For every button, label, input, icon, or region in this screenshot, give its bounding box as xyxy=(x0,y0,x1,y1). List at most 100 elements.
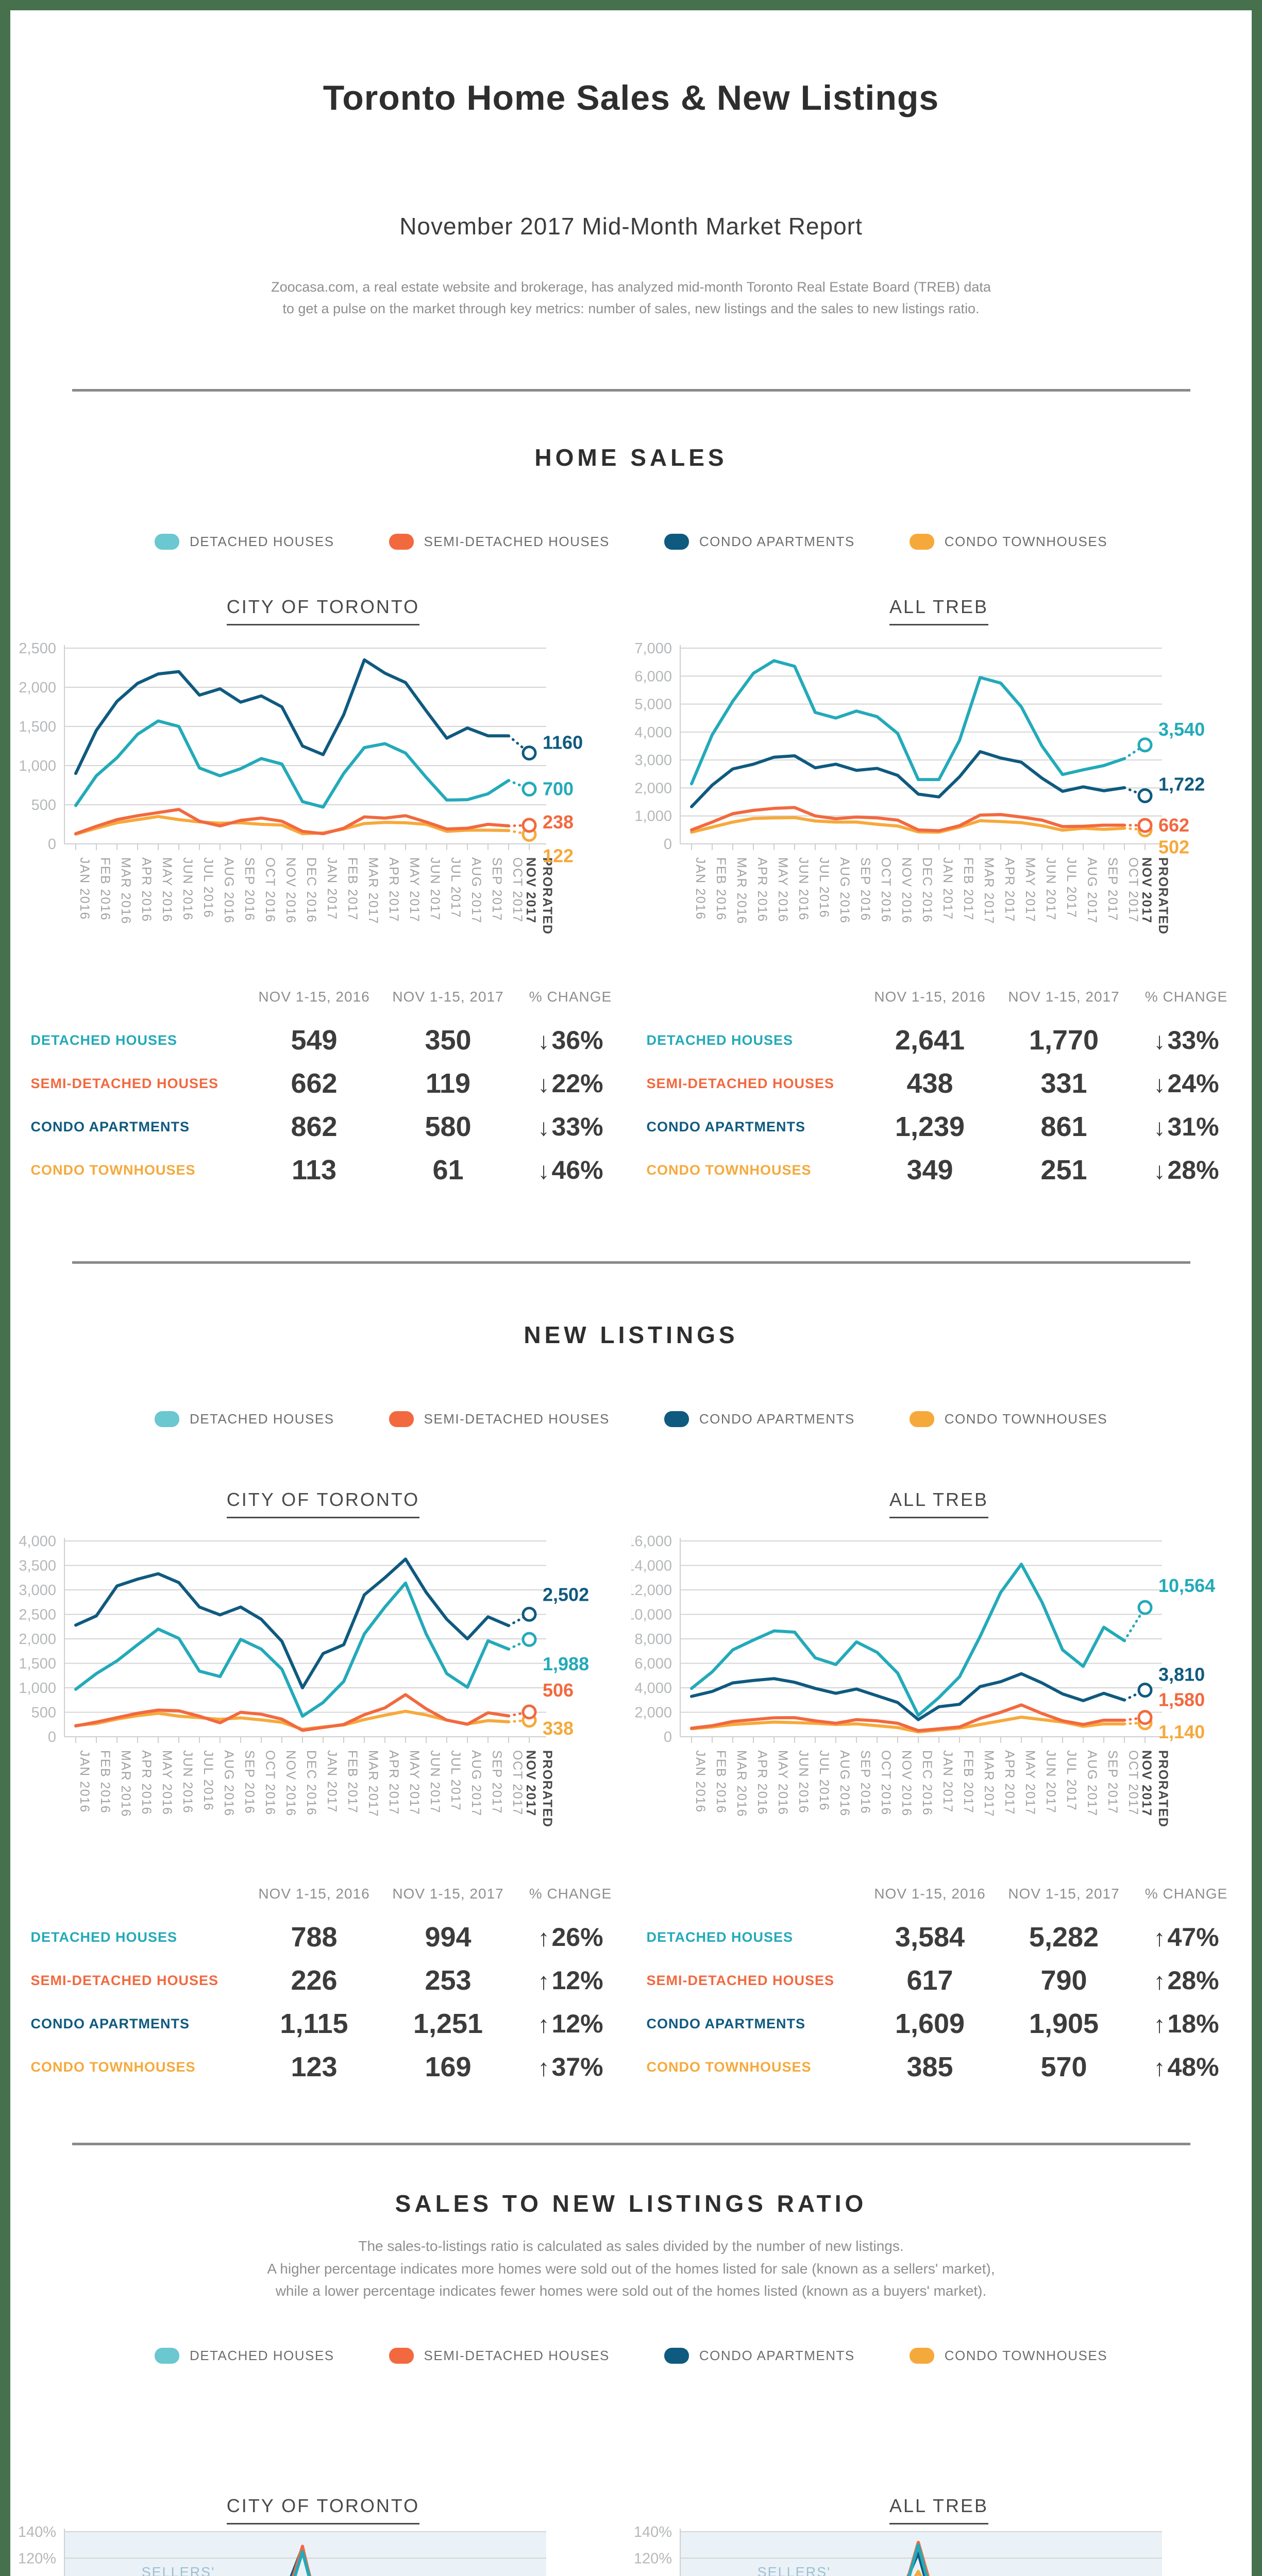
svg-text:2,000: 2,000 xyxy=(19,1631,56,1648)
svg-text:4,000: 4,000 xyxy=(634,724,672,741)
series-line-condo_town xyxy=(74,815,510,836)
svg-text:1,000: 1,000 xyxy=(19,1680,56,1697)
new-listings-city-panel: CITY OF TORONTO 0 500 1,000 1,500 2,000 2,500… xyxy=(15,1489,631,1866)
arrow-up-icon: ↑ xyxy=(1153,2054,1166,2081)
series-legend: DETACHED HOUSES SEMI-DETACHED HOUSES CONDO… xyxy=(10,534,1252,550)
chart-svg: 0 500 1,000 1,500 2,000 2,500 JAN 2016 FEB 2016… xyxy=(19,641,583,935)
series-line-detached xyxy=(689,659,1126,786)
section-ratio: SALES TO NEW LISTINGS RATIO The sales-to… xyxy=(10,2192,1252,2576)
svg-text:2,500: 2,500 xyxy=(19,641,56,657)
legend-item: CONDO TOWNHOUSES xyxy=(909,1411,1107,1428)
svg-text:SEP 2017: SEP 2017 xyxy=(490,1750,504,1814)
intro-line-2: to get a pulse on the market through key… xyxy=(282,300,980,316)
svg-text:1,000: 1,000 xyxy=(634,808,672,825)
legend-item: DETACHED HOUSES xyxy=(154,1411,334,1428)
series-end-label-condo_town: 1,140 xyxy=(1158,1721,1205,1742)
svg-text:JUL 2017: JUL 2017 xyxy=(1064,857,1079,918)
svg-text:APR 2017: APR 2017 xyxy=(386,857,401,922)
svg-text:PRORATED: PRORATED xyxy=(540,1750,554,1827)
row-label: SEMI-DETACHED HOUSES xyxy=(646,1972,835,1988)
table-header: NOV 1-15, 2016 NOV 1-15, 2017 % CHANGE xyxy=(31,1886,631,1902)
series-line-detached xyxy=(689,1563,1126,1717)
series-end-label-detached: 10,564 xyxy=(1158,1575,1215,1597)
svg-text:APR 2017: APR 2017 xyxy=(1002,857,1017,922)
svg-text:NOV 2016: NOV 2016 xyxy=(283,1750,298,1817)
svg-text:JUL 2016: JUL 2016 xyxy=(817,1750,831,1811)
svg-text:120%: 120% xyxy=(633,2550,671,2567)
svg-text:SEP 2016: SEP 2016 xyxy=(242,1750,257,1814)
svg-text:SEP 2016: SEP 2016 xyxy=(242,857,257,921)
value-2017: 1,251 xyxy=(413,2008,483,2040)
table-header-cell: % CHANGE xyxy=(529,1886,612,1902)
value-2017: 350 xyxy=(425,1025,472,1056)
svg-text:FEB 2017: FEB 2017 xyxy=(345,1750,360,1814)
svg-text:JAN 2017: JAN 2017 xyxy=(325,857,339,920)
svg-text:SEP 2016: SEP 2016 xyxy=(858,857,872,921)
new-listings-city-heading: CITY OF TORONTO xyxy=(15,1489,631,1519)
home-sales-treb-panel: ALL TREB 0 1,000 2,000 3,000 4,000 5,000 6,000… xyxy=(631,596,1247,973)
home-sales-city-panel: CITY OF TORONTO 0 500 1,000 1,500 2,000 2,500… xyxy=(15,596,631,973)
svg-text:PRORATED: PRORATED xyxy=(1156,857,1170,935)
svg-text:JAN 2016: JAN 2016 xyxy=(77,1750,92,1813)
series-end-label-condo_apt: 2,502 xyxy=(543,1584,589,1605)
home-sales-tables-row: NOV 1-15, 2016 NOV 1-15, 2017 % CHANGE DETA… xyxy=(15,989,1247,1192)
legend-label: CONDO APARTMENTS xyxy=(699,1411,855,1427)
svg-text:JUN 2016: JUN 2016 xyxy=(180,857,195,921)
svg-text:NOV 2016: NOV 2016 xyxy=(899,1750,914,1817)
percent-change: ↓36% xyxy=(537,1026,603,1055)
svg-text:OCT 2016: OCT 2016 xyxy=(263,857,277,923)
svg-text:6,000: 6,000 xyxy=(634,669,672,685)
table-header-cell: NOV 1-15, 2017 xyxy=(392,1886,504,1902)
value-2017: 253 xyxy=(425,1965,472,1996)
section-divider xyxy=(72,1261,1190,1264)
series-legend: DETACHED HOUSES SEMI-DETACHED HOUSES CONDO… xyxy=(10,2347,1252,2364)
new-listings-city-table: NOV 1-15, 2016 NOV 1-15, 2017 % CHANGE DETA… xyxy=(15,1886,631,2089)
intro-line-1: Zoocasa.com, a real estate website and b… xyxy=(271,279,991,295)
svg-text:AUG 2016: AUG 2016 xyxy=(837,1750,852,1817)
arrow-down-icon: ↓ xyxy=(537,1114,550,1141)
svg-text:NOV 2016: NOV 2016 xyxy=(899,857,914,924)
svg-text:JUL 2016: JUL 2016 xyxy=(201,857,215,918)
svg-text:4,000: 4,000 xyxy=(19,1534,56,1550)
svg-text:PRORATED: PRORATED xyxy=(1156,1750,1170,1827)
svg-text:SEP 2017: SEP 2017 xyxy=(1105,857,1120,921)
series-line-condo_apt xyxy=(289,2546,311,2576)
svg-text:OCT 2017: OCT 2017 xyxy=(1126,1750,1140,1816)
svg-text:140%: 140% xyxy=(18,2524,56,2540)
svg-text:NOV 2017: NOV 2017 xyxy=(524,857,538,924)
svg-text:NOV 2016: NOV 2016 xyxy=(283,857,298,924)
svg-text:AUG 2016: AUG 2016 xyxy=(222,857,236,924)
series-line-detached xyxy=(74,719,510,809)
legend-swatch-icon xyxy=(154,534,179,550)
svg-text:2,000: 2,000 xyxy=(634,781,672,797)
section-divider xyxy=(72,2143,1190,2146)
value-2016: 349 xyxy=(906,1155,953,1186)
svg-text:MAR 2016: MAR 2016 xyxy=(119,857,133,924)
value-2016: 113 xyxy=(291,1155,337,1186)
svg-text:FEB 2017: FEB 2017 xyxy=(961,1750,975,1814)
svg-text:4,000: 4,000 xyxy=(634,1680,672,1697)
arrow-down-icon: ↓ xyxy=(537,1027,550,1055)
svg-text:AUG 2017: AUG 2017 xyxy=(469,857,483,924)
legend-label: DETACHED HOUSES xyxy=(189,1411,334,1427)
page-subtitle: November 2017 Mid-Month Market Report xyxy=(399,212,863,240)
ratio-desc-line-3: while a lower percentage indicates fewer… xyxy=(275,2283,987,2299)
series-line-condo_apt xyxy=(689,750,1126,809)
table-row: CONDO TOWNHOUSES 123 169 ↑37% xyxy=(31,2045,631,2089)
svg-text:JUN 2016: JUN 2016 xyxy=(796,1750,811,1814)
legend-label: CONDO TOWNHOUSES xyxy=(944,2347,1108,2363)
value-2016: 788 xyxy=(291,1922,338,1953)
percent-change: ↑47% xyxy=(1153,1923,1219,1952)
percent-change: ↑18% xyxy=(1153,2009,1219,2039)
svg-text:500: 500 xyxy=(31,1705,56,1721)
svg-text:MAY 2017: MAY 2017 xyxy=(407,857,422,922)
legend-swatch-icon xyxy=(389,1411,414,1428)
series-end-label-semi: 1,580 xyxy=(1158,1689,1205,1710)
table-row: CONDO TOWNHOUSES 385 570 ↑48% xyxy=(647,2045,1247,2089)
svg-text:OCT 2016: OCT 2016 xyxy=(879,857,893,923)
svg-text:OCT 2017: OCT 2017 xyxy=(1126,857,1140,923)
series-end-label-detached: 700 xyxy=(543,778,574,800)
value-2016: 2,641 xyxy=(895,1025,965,1056)
